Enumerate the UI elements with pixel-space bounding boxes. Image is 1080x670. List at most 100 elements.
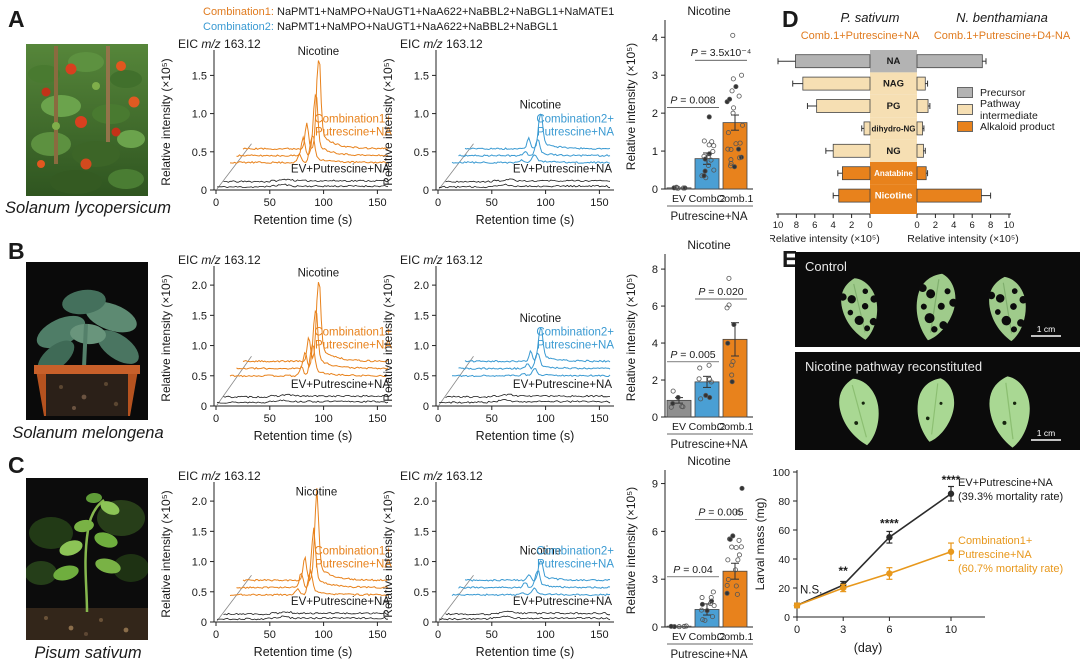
panel-label-a: A (8, 6, 25, 32)
chromatogram-c-combination2: EIC m/z 163.12 Relative intensity (×10⁵) 0… (381, 469, 614, 659)
svg-text:0: 0 (794, 624, 800, 636)
panel-d-left-subtitle: Comb.1+Putrescine+NA (800, 30, 920, 42)
svg-text:100: 100 (314, 413, 332, 425)
legend-swatch (957, 121, 973, 132)
svg-text:6: 6 (812, 220, 817, 231)
svg-text:Nicotine: Nicotine (520, 545, 562, 557)
svg-text:EV+Putrescine+NA: EV+Putrescine+NA (958, 477, 1053, 489)
svg-text:100: 100 (536, 197, 554, 209)
bar-chart-nicotine-c: Nicotine Relative intensity (×10⁵) 0 3 6 9 P =… (625, 454, 754, 661)
combination2-definition: Combination2: NaPMT1+NaMPO+NaUGT1+NaA622… (203, 20, 614, 35)
svg-text:150: 150 (368, 413, 386, 425)
svg-text:EIC m/z 163.12: EIC m/z 163.12 (400, 469, 483, 483)
photo-label: Nicotine pathway reconstituted (805, 359, 982, 374)
svg-text:0.5: 0.5 (192, 147, 207, 159)
svg-text:50: 50 (486, 629, 498, 641)
svg-text:(39.3% mortality rate): (39.3% mortality rate) (958, 491, 1063, 503)
pathway-tornado-chart: NA NAG PG dihydro-NG NG Anatabine Nicotine 10 8 6… (770, 50, 1019, 244)
svg-text:0.5: 0.5 (192, 371, 207, 383)
svg-text:0: 0 (435, 197, 441, 209)
svg-text:0: 0 (201, 185, 207, 197)
svg-text:P = 3.5x10⁻⁴: P = 3.5x10⁻⁴ (691, 47, 752, 59)
svg-text:1.0: 1.0 (414, 341, 429, 353)
photo-solanum-lycopersicum (26, 44, 148, 196)
svg-text:EV+Putrescine+NA: EV+Putrescine+NA (513, 596, 612, 608)
svg-text:0: 0 (652, 184, 658, 196)
panel-label-d: D (782, 6, 799, 32)
svg-text:Relative intensity (×10⁵): Relative intensity (×10⁵) (159, 490, 173, 617)
photo-solanum-melongena (26, 262, 148, 420)
svg-text:1.0: 1.0 (414, 109, 429, 121)
species-caption-b: Solanum melongena (12, 424, 164, 442)
svg-text:Putrescine+NA: Putrescine+NA (315, 558, 392, 570)
svg-text:Nicotine: Nicotine (875, 191, 912, 202)
svg-text:Nicotine: Nicotine (298, 268, 340, 280)
svg-text:0: 0 (435, 629, 441, 641)
svg-text:EV: EV (672, 193, 686, 205)
svg-text:Retention time (s): Retention time (s) (476, 645, 575, 659)
svg-text:0.5: 0.5 (414, 147, 429, 159)
svg-text:NA: NA (887, 56, 901, 67)
panel-label-c: C (8, 452, 25, 478)
scale-label: 1 cm (1037, 324, 1055, 334)
photo-reconstituted-leaves: Nicotine pathway reconstituted 1 cm (795, 352, 1080, 450)
species-caption-c: Pisum sativum (34, 644, 142, 662)
svg-text:P = 0.04: P = 0.04 (673, 564, 713, 576)
svg-text:P = 0.005: P = 0.005 (698, 506, 743, 518)
plant-stake (106, 46, 110, 142)
svg-text:50: 50 (486, 197, 498, 209)
svg-text:Relative intensity (×10⁵): Relative intensity (×10⁵) (770, 233, 880, 244)
svg-text:EIC m/z 163.12: EIC m/z 163.12 (400, 37, 483, 51)
svg-text:EV+Putrescine+NA: EV+Putrescine+NA (513, 379, 612, 391)
svg-text:Comb.1: Comb.1 (717, 421, 754, 433)
svg-text:Relative intensity (×10⁵): Relative intensity (×10⁵) (625, 274, 638, 401)
legend-label: Pathway intermediate (980, 97, 1038, 122)
svg-text:EV: EV (672, 631, 686, 643)
svg-text:Relative intensity (×10⁵): Relative intensity (×10⁵) (381, 274, 395, 401)
panel-d-legend: Precursor Pathway intermediate Alkaloid pr… (957, 84, 1080, 135)
panel-d-left-header: P. sativum (840, 10, 900, 25)
svg-text:EV+Putrescine+NA: EV+Putrescine+NA (291, 596, 390, 608)
svg-text:1: 1 (652, 146, 658, 158)
svg-text:150: 150 (590, 629, 608, 641)
svg-text:Relative intensity (×10⁵): Relative intensity (×10⁵) (159, 274, 173, 401)
svg-text:Combination1+: Combination1+ (314, 326, 392, 338)
svg-text:N.S.: N.S. (800, 584, 822, 596)
svg-text:Relative intensity (×10⁵): Relative intensity (×10⁵) (907, 233, 1018, 244)
svg-text:8: 8 (794, 220, 799, 231)
svg-text:9: 9 (652, 479, 658, 491)
svg-text:0: 0 (914, 220, 919, 231)
svg-text:3: 3 (652, 574, 658, 586)
svg-text:4: 4 (951, 220, 956, 231)
svg-text:EIC m/z 163.12: EIC m/z 163.12 (400, 253, 483, 267)
svg-text:Combination1+: Combination1+ (314, 114, 392, 126)
svg-text:Putrescine+NA: Putrescine+NA (537, 339, 614, 351)
legend-label: Alkaloid product (980, 120, 1055, 133)
svg-text:Retention time (s): Retention time (s) (254, 645, 353, 659)
legend-swatch (957, 104, 973, 115)
svg-text:Comb.2: Comb.2 (689, 631, 726, 643)
terracotta-pot (34, 365, 140, 416)
photo-control-leaves: Control 1 cm (795, 252, 1080, 347)
svg-text:150: 150 (590, 197, 608, 209)
svg-text:Comb.1: Comb.1 (717, 631, 754, 643)
svg-text:P = 0.020: P = 0.020 (698, 286, 743, 298)
chromatogram-a-combination1: EIC m/z 163.12 Relative intensity (×10⁵) 0… (159, 37, 392, 227)
pea-plant (53, 492, 121, 613)
svg-text:0: 0 (213, 413, 219, 425)
svg-text:2: 2 (849, 220, 854, 231)
eggplant-leaves (36, 289, 139, 374)
svg-text:0.5: 0.5 (414, 587, 429, 599)
svg-text:2.0: 2.0 (192, 280, 207, 292)
svg-text:20: 20 (778, 583, 790, 595)
svg-text:10: 10 (945, 624, 957, 636)
svg-text:60: 60 (778, 525, 790, 537)
combination1-genes: NaPMT1+NaMPO+NaUGT1+NaA622+NaBBL2+NaBGL1… (277, 6, 615, 18)
svg-text:Retention time (s): Retention time (s) (476, 213, 575, 227)
svg-text:EIC m/z 163.12: EIC m/z 163.12 (178, 253, 261, 267)
svg-text:Nicotine: Nicotine (687, 4, 731, 18)
svg-text:NAG: NAG (883, 79, 904, 90)
svg-text:50: 50 (264, 197, 276, 209)
bar-chart-nicotine-a: Nicotine Relative intensity (×10⁵) 0 1 2 3 4 P … (625, 4, 754, 223)
